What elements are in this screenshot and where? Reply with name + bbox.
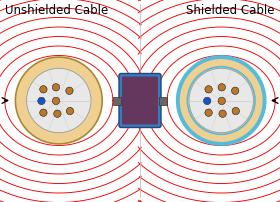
Circle shape (66, 88, 73, 95)
Circle shape (205, 86, 212, 94)
Bar (113, 97, 121, 105)
Circle shape (178, 58, 265, 144)
Circle shape (40, 109, 47, 117)
FancyBboxPatch shape (122, 77, 158, 125)
Circle shape (218, 98, 225, 105)
Circle shape (232, 108, 239, 115)
Text: Unshielded Cable: Unshielded Cable (5, 4, 108, 17)
Circle shape (218, 84, 225, 92)
Circle shape (54, 110, 61, 118)
Circle shape (205, 109, 212, 117)
Circle shape (38, 98, 45, 105)
Circle shape (189, 69, 253, 133)
Circle shape (204, 98, 211, 105)
Circle shape (27, 69, 91, 133)
Bar (159, 97, 167, 105)
Circle shape (52, 84, 60, 92)
Circle shape (15, 58, 102, 144)
Circle shape (66, 108, 74, 115)
Circle shape (232, 88, 239, 95)
FancyBboxPatch shape (119, 74, 161, 128)
Circle shape (52, 98, 60, 105)
Circle shape (219, 110, 226, 118)
Circle shape (40, 86, 47, 94)
Text: Shielded Cable: Shielded Cable (186, 4, 275, 17)
